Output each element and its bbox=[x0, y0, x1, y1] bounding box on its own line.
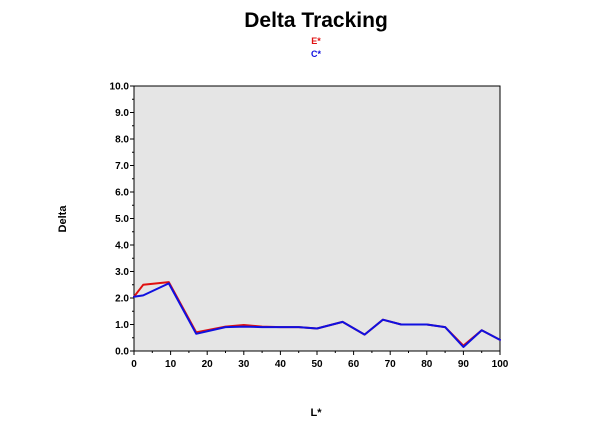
y-tick-label: 8.0 bbox=[115, 135, 129, 146]
series-lines bbox=[133, 281, 501, 348]
x-tick-label: 10 bbox=[165, 359, 177, 370]
y-tick-label: 9.0 bbox=[115, 108, 129, 119]
y-tick-label: 0.0 bbox=[115, 347, 129, 358]
x-tick-label: 20 bbox=[202, 359, 214, 370]
axis-ticks: 0.0 1.0 2.0 3.0 4.0 5.0 6.0 7.0 8.0 9.0 10.0 0 10 20 3… bbox=[110, 82, 509, 371]
x-tick-label: 50 bbox=[311, 359, 323, 370]
x-tick-label: 90 bbox=[458, 359, 470, 370]
x-tick-label: 0 bbox=[131, 359, 137, 370]
x-tick-label: 80 bbox=[421, 359, 433, 370]
x-tick-label: 60 bbox=[348, 359, 360, 370]
y-tick-label: 6.0 bbox=[115, 188, 129, 199]
x-axis-label: L* bbox=[311, 407, 323, 419]
y-tick-label: 5.0 bbox=[115, 214, 129, 225]
y-axis-label: Delta bbox=[57, 205, 69, 233]
legend-entry-e: E* bbox=[311, 36, 321, 46]
legend-entry-c: C* bbox=[311, 49, 321, 59]
y-tick-label: 3.0 bbox=[115, 267, 129, 278]
x-tick-label: 40 bbox=[275, 359, 287, 370]
plot-area bbox=[133, 85, 501, 352]
x-tick-label: 30 bbox=[238, 359, 250, 370]
chart-title: Delta Tracking bbox=[244, 9, 388, 32]
x-tick-label: 70 bbox=[385, 359, 397, 370]
y-tick-label: 2.0 bbox=[115, 294, 129, 305]
y-tick-label: 4.0 bbox=[115, 241, 129, 252]
x-tick-label: 100 bbox=[492, 359, 509, 370]
y-tick-label: 10.0 bbox=[110, 82, 130, 93]
y-tick-label: 7.0 bbox=[115, 161, 129, 172]
series-line-c bbox=[133, 282, 501, 348]
y-tick-label: 1.0 bbox=[115, 320, 129, 331]
